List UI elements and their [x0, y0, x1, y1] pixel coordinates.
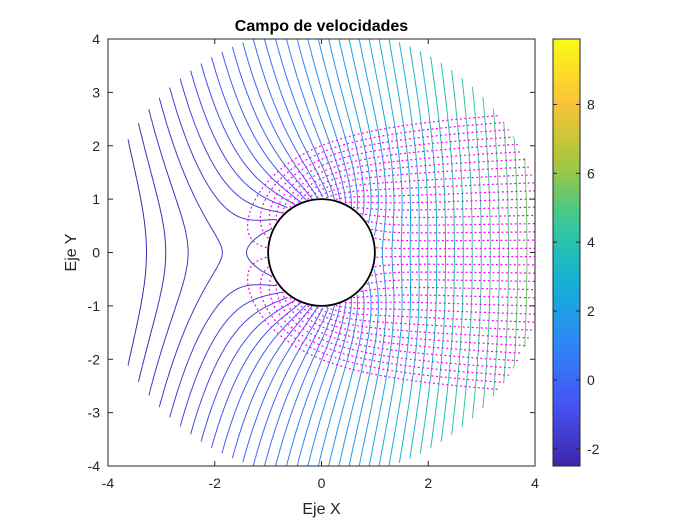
- contour-line: [283, 39, 341, 466]
- streamline: [306, 166, 535, 200]
- x-tick-label: -2: [209, 475, 222, 491]
- colorbar-tick-label: 6: [587, 165, 595, 181]
- y-tick-label: 1: [92, 191, 100, 207]
- colorbar-tick-label: -2: [587, 441, 600, 457]
- y-tick-label: -1: [88, 298, 101, 314]
- streamline: [374, 237, 535, 242]
- streamline: [353, 206, 535, 211]
- contour-line: [294, 39, 347, 466]
- streamline: [335, 189, 535, 200]
- streamline: [289, 150, 534, 208]
- streamlines: [247, 114, 535, 391]
- y-axis-label: Eje Y: [63, 233, 80, 271]
- streamline: [316, 173, 535, 199]
- streamline: [360, 286, 535, 292]
- plot-area: [126, 39, 535, 466]
- colorbar: -2 0 2 4 6 8: [552, 38, 600, 467]
- streamline: [259, 266, 517, 384]
- chart-title: Campo de velocidades: [235, 18, 408, 35]
- colorbar-tick-label: 8: [587, 96, 595, 112]
- contour-line: [388, 39, 411, 466]
- y-tick-label: -2: [88, 351, 101, 367]
- x-axis-label: Eje X: [302, 501, 341, 518]
- cylinder-circle: [267, 198, 376, 307]
- streamline: [289, 297, 534, 355]
- cylinder-obstacle: [267, 198, 376, 307]
- streamline: [297, 302, 535, 347]
- colorbar-tick-label: 2: [587, 303, 595, 319]
- contour-line: [273, 39, 335, 466]
- streamline: [275, 135, 526, 222]
- streamline: [353, 294, 535, 299]
- streamline: [376, 247, 535, 250]
- colorbar-tick-label: 0: [587, 372, 595, 388]
- colorbar-scale: [552, 38, 581, 467]
- contour-line: [377, 39, 403, 466]
- contour-line: [346, 39, 379, 466]
- streamline: [371, 228, 535, 234]
- streamline: [259, 121, 517, 239]
- y-tick-label: 0: [92, 245, 100, 261]
- streamline: [335, 305, 535, 316]
- streamline: [344, 198, 535, 204]
- y-tick-label: 2: [92, 138, 100, 154]
- x-axis-ticks: -4 -2 0 2 4: [102, 39, 539, 491]
- y-tick-label: -3: [88, 405, 101, 421]
- streamline: [376, 255, 535, 258]
- streamline: [326, 306, 535, 324]
- x-tick-label: 4: [531, 475, 539, 491]
- streamline: [316, 306, 535, 332]
- x-tick-label: 2: [424, 475, 432, 491]
- x-tick-label: 0: [318, 475, 326, 491]
- y-axis-ticks: -4 -3 -2 -1 0 1 2 3 4: [88, 31, 535, 474]
- y-tick-label: -4: [88, 458, 101, 474]
- streamline: [268, 128, 522, 230]
- x-tick-label: -4: [102, 475, 115, 491]
- colorbar-ticks: -2 0 2 4 6 8: [553, 96, 600, 457]
- streamline: [306, 305, 535, 339]
- contour-line: [262, 39, 329, 466]
- streamline: [360, 213, 535, 219]
- y-tick-label: 4: [92, 31, 100, 47]
- y-tick-label: 3: [92, 84, 100, 100]
- streamline: [326, 181, 535, 199]
- streamline: [297, 158, 535, 203]
- colorbar-tick-label: 4: [587, 234, 595, 250]
- contour-line: [252, 39, 324, 466]
- streamline: [344, 301, 535, 307]
- axes: -4 -2 0 2 4 -4 -3 -2 -1 0 1 2 3 4: [88, 31, 540, 491]
- streamline: [275, 283, 526, 370]
- streamline: [268, 275, 522, 377]
- contour-lines: [126, 39, 535, 466]
- contour-line: [336, 39, 372, 466]
- streamline: [374, 263, 535, 268]
- streamline: [371, 271, 535, 277]
